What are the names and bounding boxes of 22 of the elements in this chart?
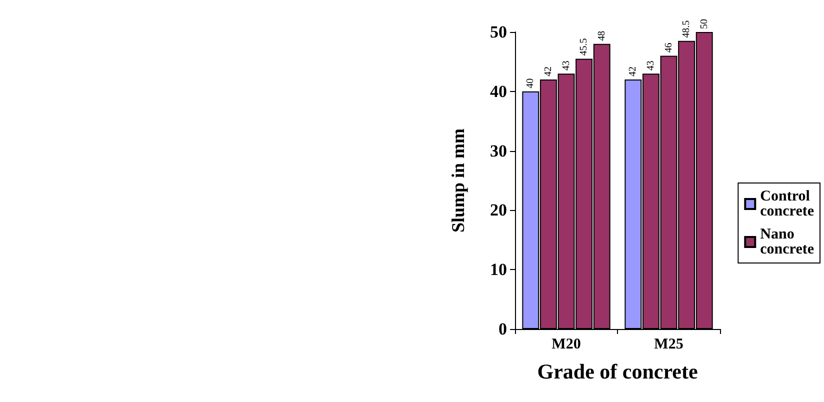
data-label: 48 [596,30,608,41]
data-label: 45.5 [578,38,590,56]
y-tick-label: 50 [490,22,507,42]
data-label: 42 [542,66,554,77]
data-label: 42 [628,66,639,77]
x-axis-title: Grade of concrete [537,360,698,384]
legend-label: Control concrete [760,188,814,220]
y-axis-title: Slump in mm [448,128,468,233]
data-label: 50 [698,19,710,29]
data-label: 40 [525,78,536,88]
y-tick-label: 30 [490,141,507,160]
y-tick-label: 0 [498,320,507,338]
x-tick-label: M20 [552,336,581,352]
y-tick-label: 20 [490,200,507,220]
x-tick-label: M25 [654,336,684,352]
data-label: 43 [560,60,572,71]
data-label: 48.5 [681,20,692,38]
legend-label: Nano concrete [760,226,814,258]
data-label: 46 [663,42,674,53]
data-label: 43 [645,60,656,71]
y-tick-label: 40 [490,82,507,101]
y-tick-label: 10 [490,260,507,280]
